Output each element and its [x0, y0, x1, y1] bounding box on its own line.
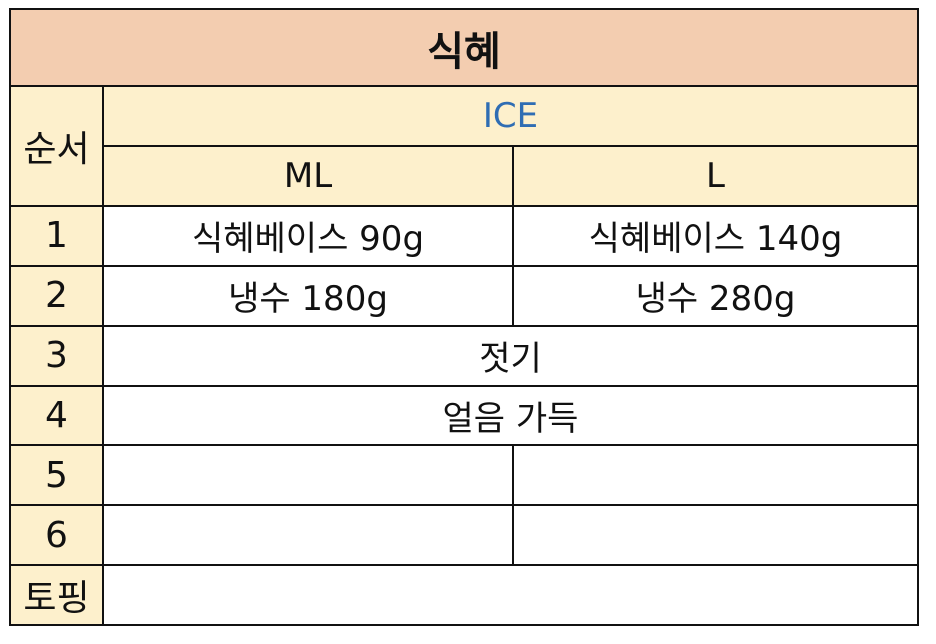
step-ml-cell: 냉수 180g: [102, 264, 514, 327]
step-index: 1: [9, 205, 104, 267]
step-index: 5: [9, 444, 104, 507]
step-ml-cell: [102, 504, 514, 567]
size-header-ml: ML: [102, 145, 514, 208]
topping-label: 토핑: [9, 564, 104, 626]
step-index: 3: [9, 324, 104, 387]
step-row: 2 냉수 180g 냉수 280g: [9, 264, 919, 327]
recipe-title: 식혜: [9, 7, 919, 88]
step-ml-cell: 식혜베이스 90g: [102, 205, 514, 267]
step-row: 1 식혜베이스 90g 식혜베이스 140g: [9, 205, 919, 267]
step-index: 6: [9, 504, 104, 567]
topping-row: 토핑: [9, 564, 919, 626]
step-row: 3 젓기: [9, 324, 919, 387]
ice-header: ICE: [102, 85, 919, 148]
step-merged-cell: 얼음 가득: [102, 384, 919, 447]
recipe-table: 식혜 순서 ICE ML L 1 식혜베이스 90g 식혜베이스 140g 2 …: [9, 7, 919, 626]
step-l-cell: [512, 444, 919, 507]
step-row: 6: [9, 504, 919, 567]
step-l-cell: 식혜베이스 140g: [512, 205, 919, 267]
step-l-cell: 냉수 280g: [512, 264, 919, 327]
step-merged-cell: 젓기: [102, 324, 919, 387]
step-row: 4 얼음 가득: [9, 384, 919, 447]
order-header: 순서: [9, 85, 104, 208]
step-row: 5: [9, 444, 919, 507]
step-ml-cell: [102, 444, 514, 507]
step-index: 4: [9, 384, 104, 447]
step-index: 2: [9, 264, 104, 327]
step-l-cell: [512, 504, 919, 567]
topping-value-cell: [102, 564, 919, 626]
size-header-l: L: [512, 145, 919, 208]
